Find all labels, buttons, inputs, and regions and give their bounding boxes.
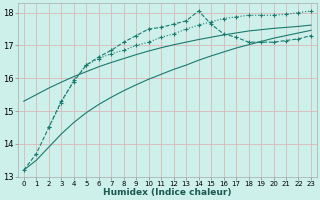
X-axis label: Humidex (Indice chaleur): Humidex (Indice chaleur)	[103, 188, 232, 197]
